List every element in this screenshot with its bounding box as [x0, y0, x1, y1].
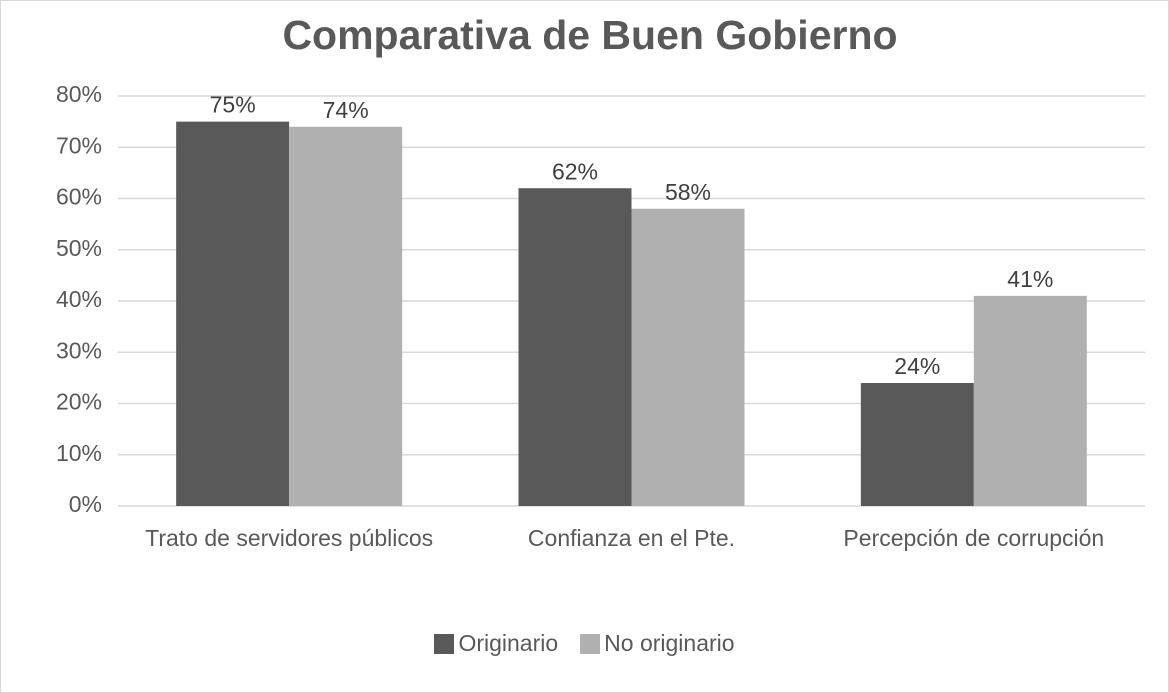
legend-label: No originario — [604, 630, 735, 656]
data-label: 74% — [323, 97, 369, 123]
legend-swatch — [434, 633, 455, 654]
data-label: 62% — [552, 158, 598, 184]
y-tick-label: 40% — [56, 286, 102, 312]
y-tick-label: 0% — [69, 491, 102, 517]
data-label: 58% — [665, 179, 711, 205]
y-tick-label: 80% — [56, 81, 102, 107]
bar — [631, 208, 745, 506]
bar — [289, 126, 403, 506]
y-tick-label: 70% — [56, 132, 102, 158]
x-tick-label: Trato de servidores públicos — [145, 525, 434, 551]
legend-item: Originario — [434, 630, 558, 657]
data-label: 24% — [894, 353, 940, 379]
legend-swatch — [580, 633, 601, 654]
data-label: 41% — [1007, 266, 1053, 292]
legend-label: Originario — [458, 630, 559, 656]
bar — [973, 295, 1087, 506]
data-label: 75% — [210, 92, 256, 118]
x-tick-label: Percepción de corrupción — [843, 525, 1105, 551]
y-tick-label: 50% — [56, 235, 102, 261]
x-tick-label: Confianza en el Pte. — [527, 525, 736, 551]
y-tick-label: 10% — [56, 440, 102, 466]
bar — [518, 188, 632, 506]
legend-item: No originario — [580, 630, 735, 657]
bar — [860, 383, 974, 506]
chart-title: Comparativa de Buen Gobierno — [282, 12, 897, 58]
bar — [176, 121, 290, 506]
y-tick-label: 60% — [56, 184, 102, 210]
legend: Originario No originario — [0, 630, 1169, 657]
y-tick-label: 30% — [56, 337, 102, 363]
y-tick-label: 20% — [56, 389, 102, 415]
